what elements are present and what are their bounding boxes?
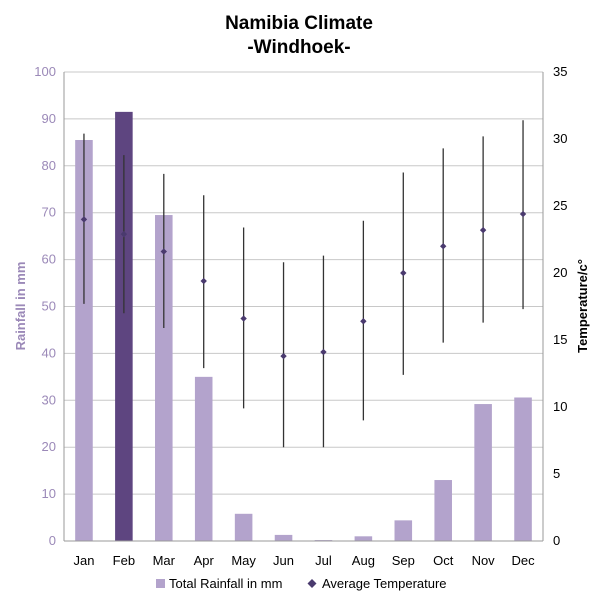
temperature-ranges [80, 120, 527, 448]
y-right-tick-label: 25 [553, 198, 567, 213]
x-tick-label: Feb [113, 553, 135, 568]
x-tick-label: Aug [352, 553, 375, 568]
temperature-point [440, 243, 447, 250]
x-tick-label: Jul [315, 553, 332, 568]
rainfall-bar [75, 140, 93, 541]
rainfall-bar [115, 111, 133, 542]
temperature-point [519, 210, 527, 218]
temperature-point [360, 318, 367, 325]
y-left-tick-label: 60 [42, 252, 56, 267]
y-right-tick-label: 20 [553, 265, 567, 280]
chart-title: Namibia Climate [225, 13, 373, 34]
y-left-tick-label: 40 [42, 345, 56, 360]
rainfall-bars [75, 111, 532, 542]
legend-rainfall-swatch [156, 579, 165, 588]
rainfall-bar [155, 215, 173, 542]
y-axis-right-label: Temperature/c° [575, 259, 590, 353]
rainfall-bar [394, 520, 413, 541]
legend-temperature-label: Average Temperature [322, 576, 447, 591]
x-tick-label: Jan [73, 553, 94, 568]
temperature-point [120, 230, 128, 238]
y-left-tick-label: 30 [42, 392, 56, 407]
y-left-tick-label: 70 [42, 205, 56, 220]
y-right-tick-label: 15 [553, 332, 567, 347]
temperature-point [479, 226, 487, 234]
x-tick-label: Nov [472, 553, 496, 568]
y-right-tick-label: 30 [553, 131, 567, 146]
temperature-point [80, 216, 88, 223]
legend: Total Rainfall in mm Average Temperature [156, 576, 447, 591]
x-tick-label: May [231, 553, 256, 568]
y-right-tick-label: 35 [553, 64, 567, 79]
y-axis-left-label: Rainfall in mm [13, 262, 28, 351]
y-left-tick-label: 100 [34, 64, 56, 79]
temperature-point [320, 348, 327, 356]
temperature-point [160, 248, 167, 255]
rainfall-bar [274, 534, 293, 541]
axes: 0 10 20 30 40 50 60 70 80 90 100 0 5 10 15 20 25 30 35 Jan F… [34, 64, 567, 568]
y-left-tick-label: 80 [42, 158, 56, 173]
x-tick-label: Apr [194, 553, 215, 568]
rainfall-bar [194, 376, 213, 541]
x-tick-label: Dec [511, 553, 535, 568]
x-tick-label: Jun [273, 553, 294, 568]
rainfall-bar [434, 480, 452, 541]
y-left-tick-label: 50 [42, 299, 56, 314]
legend-rainfall-label: Total Rainfall in mm [169, 576, 282, 591]
temperature-point [400, 269, 407, 277]
x-tick-label: Sep [392, 553, 415, 568]
y-right-tick-label: 5 [553, 466, 560, 481]
rainfall-bar [354, 536, 373, 541]
chart-subtitle: -Windhoek- [247, 37, 350, 58]
y-left-tick-label: 20 [42, 439, 56, 454]
x-tick-label: Oct [433, 553, 454, 568]
temperature-point [280, 352, 287, 360]
legend-temperature-marker-icon [307, 579, 317, 588]
gridlines [64, 71, 543, 542]
y-left-tick-label: 10 [42, 486, 56, 501]
y-right-tick-label: 0 [553, 533, 560, 548]
rainfall-bar [514, 397, 532, 541]
rainfall-bar [474, 404, 492, 541]
x-tick-label: Mar [153, 553, 176, 568]
temperature-point [200, 277, 207, 285]
y-left-tick-label: 90 [42, 111, 56, 126]
y-right-tick-label: 10 [553, 399, 567, 414]
temperature-point [240, 315, 247, 322]
rainfall-bar [234, 513, 253, 541]
y-left-tick-label: 0 [49, 533, 56, 548]
